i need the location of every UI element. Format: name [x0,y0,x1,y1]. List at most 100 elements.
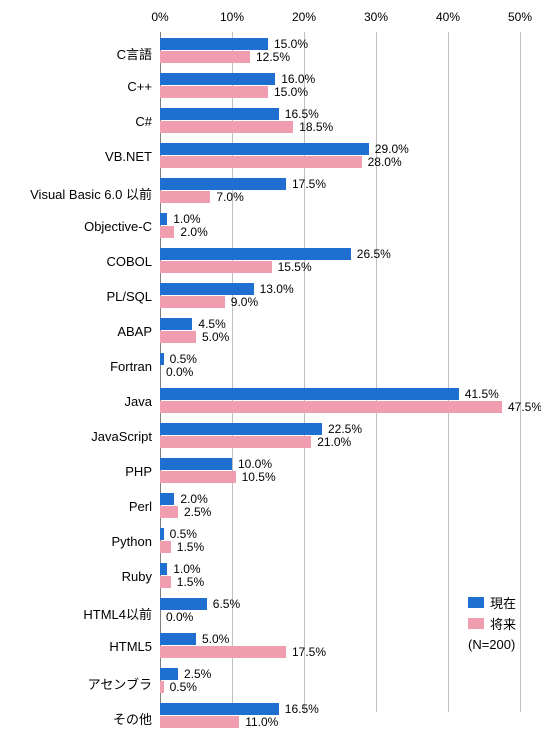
value-label-future: 1.5% [177,540,204,554]
value-label-current: 16.0% [281,72,315,86]
bar-current [160,388,459,400]
legend-label-future: 将来 [490,614,516,633]
value-label-current: 15.0% [274,37,308,51]
legend-swatch-future [468,618,484,629]
bar-future [160,646,286,658]
category-label: Objective-C [84,219,152,234]
category-label: VB.NET [105,149,152,164]
bar-future [160,401,502,413]
value-label-current: 1.0% [173,212,200,226]
bar-current [160,563,167,575]
bar-current [160,668,178,680]
value-label-current: 10.0% [238,457,272,471]
value-label-current: 17.5% [292,177,326,191]
value-label-current: 16.5% [285,702,319,716]
value-label-current: 6.5% [213,597,240,611]
legend: 現在 将来 (N=200) [468,593,516,652]
value-label-future: 0.0% [166,365,193,379]
bar-current [160,598,207,610]
category-label: C# [135,114,152,129]
category-label: HTML5 [109,639,152,654]
bar-current [160,703,279,715]
x-tick-label: 20% [292,10,316,24]
x-tick-label: 50% [508,10,532,24]
category-label: C++ [127,79,152,94]
plot-area: 15.0%12.5%16.0%15.0%16.5%18.5%29.0%28.0%… [160,32,520,712]
x-tick-label: 30% [364,10,388,24]
value-label-current: 4.5% [198,317,225,331]
value-label-future: 47.5% [508,400,541,414]
bar-future [160,191,210,203]
bar-future [160,716,239,728]
category-label: Python [112,534,152,549]
bar-current [160,528,164,540]
bar-current [160,38,268,50]
category-label: アセンブラ [88,674,152,693]
category-label: Fortran [110,359,152,374]
value-label-future: 21.0% [317,435,351,449]
category-label: COBOL [106,254,152,269]
bar-current [160,108,279,120]
bar-future [160,51,250,63]
category-label: JavaScript [91,429,152,444]
category-label: その他 [113,709,152,728]
bar-current [160,178,286,190]
bar-future [160,296,225,308]
value-label-future: 18.5% [299,120,333,134]
bar-current [160,213,167,225]
value-label-current: 26.5% [357,247,391,261]
value-label-future: 1.5% [177,575,204,589]
value-label-current: 29.0% [375,142,409,156]
bar-current [160,423,322,435]
bar-future [160,156,362,168]
value-label-future: 10.5% [242,470,276,484]
value-label-future: 15.0% [274,85,308,99]
bar-current [160,458,232,470]
legend-item-future: 将来 [468,614,516,633]
value-label-future: 0.5% [170,680,197,694]
value-label-current: 41.5% [465,387,499,401]
category-label: PL/SQL [106,289,152,304]
value-label-current: 13.0% [260,282,294,296]
legend-label-current: 現在 [490,593,516,612]
bar-future [160,86,268,98]
value-label-current: 2.0% [180,492,207,506]
value-label-future: 28.0% [368,155,402,169]
category-label: C言語 [117,44,152,63]
bar-current [160,493,174,505]
bar-future [160,576,171,588]
bar-future [160,226,174,238]
value-label-current: 2.5% [184,667,211,681]
value-label-future: 5.0% [202,330,229,344]
value-label-current: 0.5% [170,352,197,366]
legend-note: (N=200) [468,637,516,652]
bar-future [160,121,293,133]
bar-future [160,541,171,553]
bar-future [160,506,178,518]
bar-current [160,633,196,645]
bar-future [160,436,311,448]
category-label: Ruby [122,569,152,584]
value-label-current: 5.0% [202,632,229,646]
value-label-future: 15.5% [278,260,312,274]
x-gridline [520,32,521,712]
value-label-future: 11.0% [245,715,278,729]
value-label-future: 12.5% [256,50,290,64]
category-label: HTML4以前 [83,604,152,623]
x-tick-label: 0% [151,10,168,24]
bar-current [160,73,275,85]
value-label-current: 16.5% [285,107,319,121]
value-label-future: 2.0% [180,225,207,239]
legend-swatch-current [468,597,484,608]
bar-future [160,471,236,483]
value-label-future: 9.0% [231,295,258,309]
bar-future [160,331,196,343]
bar-current [160,353,164,365]
value-label-current: 1.0% [173,562,200,576]
value-label-current: 0.5% [170,527,197,541]
bar-current [160,143,369,155]
value-label-future: 7.0% [216,190,243,204]
bar-future [160,261,272,273]
bar-current [160,318,192,330]
category-label: PHP [125,464,152,479]
